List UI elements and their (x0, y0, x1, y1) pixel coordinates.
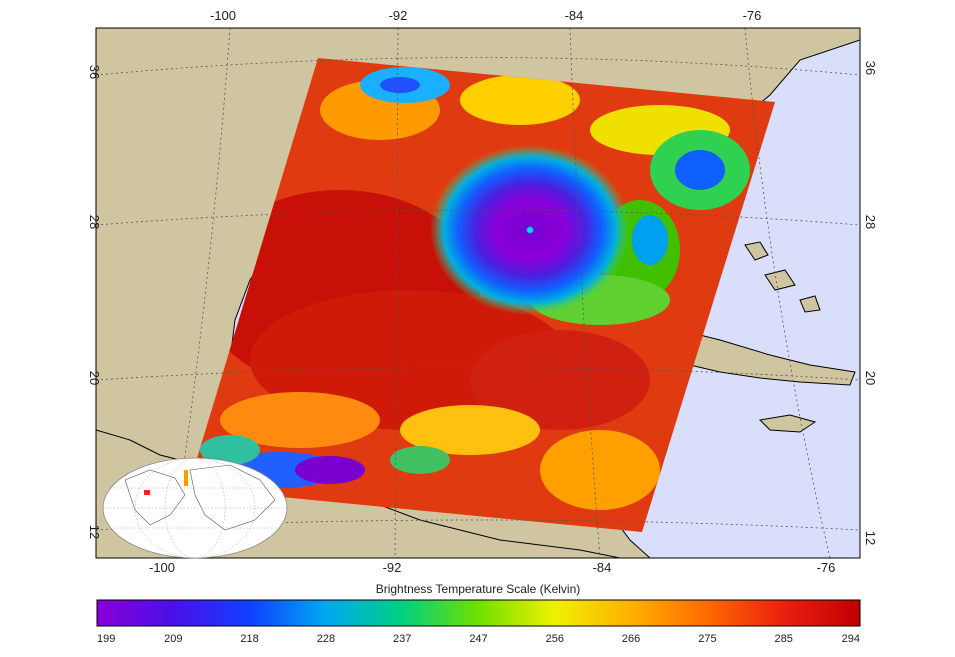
colorbar-tick-label: 275 (698, 633, 716, 645)
colorbar-title: Brightness Temperature Scale (Kelvin) (376, 582, 581, 596)
lat-tick-left-1: 28 (87, 215, 102, 229)
colorbar-tick-label: 237 (393, 633, 411, 645)
lat-tick-left-2: 20 (87, 371, 102, 385)
colorbar-gradient (96, 599, 861, 627)
colorbar-tick-label: 256 (546, 633, 564, 645)
lat-tick-right-3: 12 (863, 531, 878, 545)
map-frame (95, 27, 861, 559)
latitude-ticks-right: 36 28 20 12 (863, 61, 878, 545)
graticule (96, 28, 860, 558)
lon-tick-bottom-0: -100 (149, 560, 175, 575)
colorbar-tick-label: 199 (97, 633, 115, 645)
lon-tick-bottom-3: -76 (817, 560, 836, 575)
longitude-ticks-bottom: -100 -92 -84 -76 (149, 560, 835, 575)
colorbar-tick-label: 247 (469, 633, 487, 645)
land-jamaica (758, 414, 817, 433)
land-bahamas (744, 241, 821, 313)
colorbar-tick-label: 209 (164, 633, 182, 645)
colorbar-tick-label: 228 (317, 633, 335, 645)
colorbar-tick-label: 285 (775, 633, 793, 645)
lon-tick-top-2: -84 (565, 8, 584, 23)
latitude-ticks-left: 36 28 20 12 (87, 65, 102, 539)
lat-tick-right-1: 28 (863, 215, 878, 229)
colorbar-ticks: 199 209 218 228 237 247 256 266 275 285 294 (97, 633, 860, 645)
lon-tick-top-0: -100 (210, 8, 236, 23)
lat-tick-left-0: 36 (87, 65, 102, 79)
colorbar-tick-label: 218 (240, 633, 258, 645)
world-locator-globe (102, 457, 288, 559)
lon-tick-top-1: -92 (389, 8, 408, 23)
colorbar-tick-label: 294 (842, 633, 860, 645)
lat-tick-right-0: 36 (863, 61, 878, 75)
lat-tick-right-2: 20 (863, 371, 878, 385)
lat-tick-left-3: 12 (87, 525, 102, 539)
longitude-ticks-top: -100 -92 -84 -76 (210, 8, 761, 23)
lon-tick-top-3: -76 (743, 8, 762, 23)
lon-tick-bottom-1: -92 (383, 560, 402, 575)
lon-tick-bottom-2: -84 (593, 560, 612, 575)
colorbar-tick-label: 266 (622, 633, 640, 645)
